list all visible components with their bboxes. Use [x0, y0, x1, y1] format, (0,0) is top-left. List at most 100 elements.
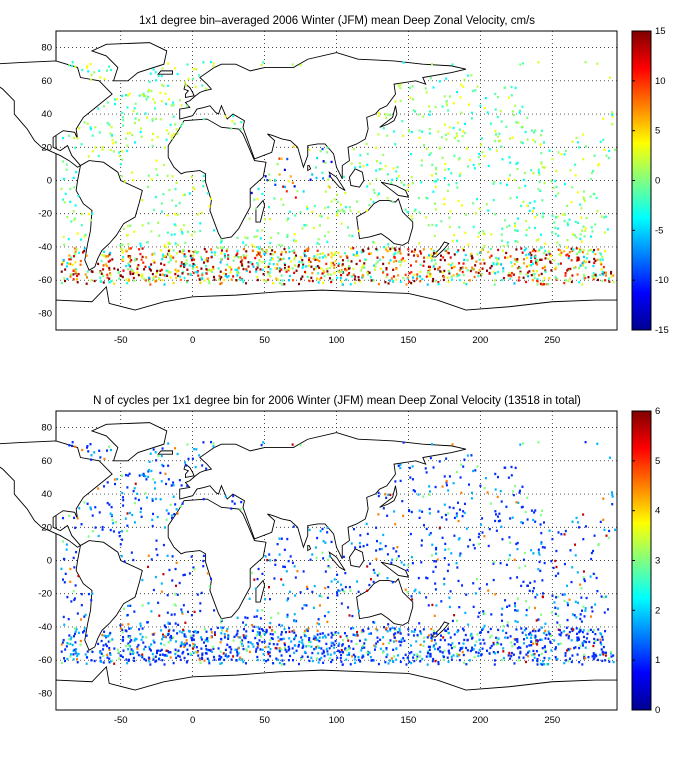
- data-cell: [540, 151, 543, 155]
- data-cell: [471, 266, 474, 269]
- data-cell: [90, 599, 93, 602]
- data-cell: [394, 628, 397, 632]
- data-cell: [109, 631, 112, 635]
- data-cell: [179, 278, 182, 282]
- data-cell: [329, 653, 332, 656]
- data-cell: [244, 236, 247, 239]
- data-cell: [103, 105, 106, 108]
- data-cell: [514, 229, 517, 232]
- data-cell: [147, 470, 150, 473]
- data-cell: [274, 266, 277, 270]
- data-cell: [105, 255, 108, 258]
- data-cell: [219, 277, 222, 281]
- data-cell: [421, 277, 424, 281]
- data-cell: [336, 200, 339, 204]
- data-cell: [410, 661, 413, 665]
- data-cell: [182, 270, 185, 274]
- data-cell: [68, 258, 71, 261]
- data-cell: [416, 653, 419, 656]
- data-cell: [106, 653, 109, 656]
- data-cell: [331, 641, 334, 645]
- data-cell: [265, 279, 268, 283]
- data-cell: [577, 256, 580, 259]
- data-cell: [457, 629, 460, 632]
- data-cell: [597, 628, 600, 631]
- data-cell: [175, 276, 178, 279]
- data-cell: [69, 655, 72, 658]
- data-cell: [211, 270, 214, 273]
- data-cell: [478, 648, 481, 652]
- data-cell: [330, 631, 333, 635]
- data-cell: [110, 133, 113, 137]
- data-cell: [543, 276, 546, 280]
- data-cell: [102, 268, 105, 271]
- data-cell: [485, 649, 488, 652]
- data-cell: [430, 247, 433, 251]
- data-cell: [134, 482, 137, 485]
- data-cell: [457, 199, 460, 203]
- data-cell: [220, 246, 223, 249]
- data-cell: [147, 90, 150, 93]
- data-cell: [445, 99, 448, 103]
- data-cell: [200, 211, 203, 215]
- data-cell: [412, 656, 415, 659]
- data-cell: [583, 275, 586, 278]
- data-cell: [431, 223, 434, 227]
- data-cell: [544, 650, 547, 654]
- data-cell: [327, 253, 330, 256]
- data-cell: [319, 529, 322, 533]
- data-cell: [300, 277, 303, 281]
- data-cell: [495, 529, 498, 532]
- data-cell: [372, 240, 375, 244]
- data-cell: [354, 275, 357, 278]
- data-cell: [536, 283, 539, 286]
- data-cell: [428, 648, 431, 651]
- data-cell: [199, 602, 202, 605]
- data-cell: [443, 197, 446, 200]
- data-cell: [347, 647, 350, 650]
- data-cell: [556, 227, 559, 230]
- data-cell: [363, 266, 366, 269]
- data-cell: [603, 611, 606, 614]
- data-cell: [315, 657, 318, 660]
- data-cell: [86, 64, 89, 68]
- data-cell: [324, 636, 327, 639]
- data-cell: [458, 653, 461, 657]
- data-cell: [444, 133, 447, 137]
- data-cell: [483, 244, 486, 248]
- data-cell: [132, 558, 135, 562]
- data-cell: [434, 588, 437, 591]
- data-cell: [377, 662, 380, 666]
- data-cell: [314, 166, 317, 169]
- data-cell: [87, 592, 90, 596]
- data-cell: [313, 584, 316, 588]
- data-cell: [505, 563, 508, 567]
- data-cell: [248, 270, 251, 274]
- data-cell: [470, 74, 473, 77]
- data-cell: [570, 580, 573, 584]
- data-cell: [411, 98, 414, 101]
- data-cell: [330, 160, 333, 164]
- data-cell: [581, 609, 584, 612]
- data-cell: [206, 257, 209, 260]
- data-cell: [389, 279, 392, 282]
- data-cell: [315, 258, 318, 261]
- data-cell: [84, 273, 87, 276]
- data-cell: [576, 252, 579, 255]
- data-cell: [87, 450, 90, 453]
- data-cell: [567, 267, 570, 271]
- data-cell: [129, 640, 132, 643]
- data-cell: [410, 555, 413, 559]
- data-cell: [605, 215, 608, 218]
- data-cell: [509, 255, 512, 258]
- data-cell: [269, 638, 272, 642]
- data-cell: [601, 258, 604, 261]
- data-cell: [174, 503, 177, 506]
- data-cell: [201, 653, 204, 656]
- data-cell: [554, 648, 557, 651]
- data-cell: [66, 657, 69, 661]
- data-cell: [108, 648, 111, 651]
- data-cell: [267, 206, 271, 209]
- data-cell: [434, 485, 437, 489]
- data-cell: [389, 247, 392, 250]
